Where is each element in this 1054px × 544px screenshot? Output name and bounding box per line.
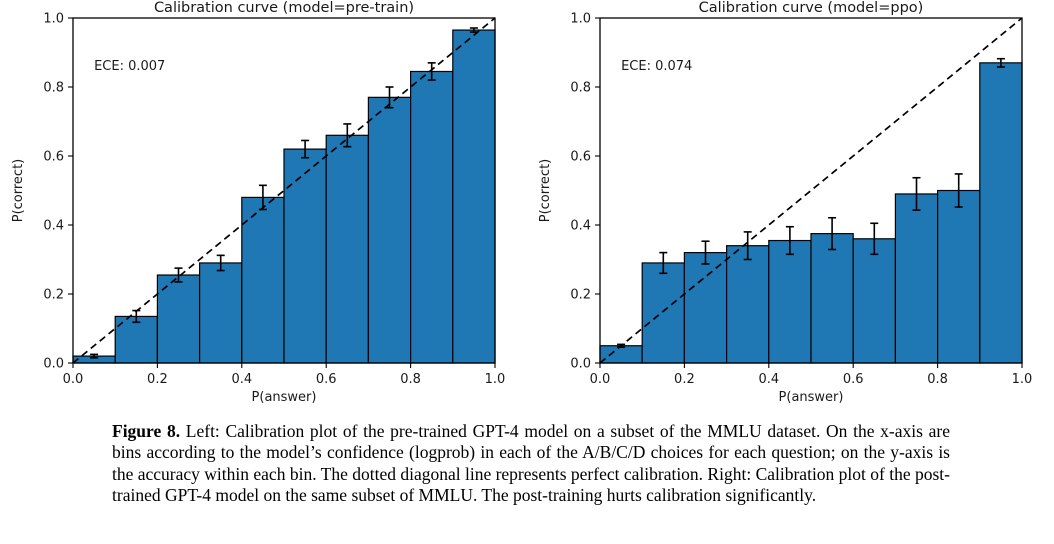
figure-charts-row: 0.0 0.2 0.4 0.6 0.8 1.0 0.0 0.2 0.4 0.6 0.8 1.0 Cali… bbox=[0, 0, 1054, 412]
y-tick-label: 0.2 bbox=[570, 288, 591, 303]
x-tick-label: 0.6 bbox=[843, 372, 864, 387]
y-tick-label: 0.2 bbox=[43, 288, 64, 303]
x-axis-label: P(answer) bbox=[252, 390, 317, 405]
calibration-bar bbox=[325, 134, 370, 364]
calibration-chart-pretrain-svg: 0.0 0.2 0.4 0.6 0.8 1.0 0.0 0.2 0.4 0.6 0.8 1.0 Cali… bbox=[11, 0, 506, 405]
x-tick-label: 0.2 bbox=[147, 372, 168, 387]
x-axis-label: P(answer) bbox=[779, 390, 844, 405]
error-bar bbox=[385, 86, 394, 109]
x-tick-label: 1.0 bbox=[1012, 372, 1033, 387]
y-tick-label: 0.0 bbox=[570, 357, 591, 372]
ece-annotation: ECE: 0.074 bbox=[621, 59, 692, 74]
error-bar bbox=[258, 184, 267, 211]
calibration-chart-pretrain: 0.0 0.2 0.4 0.6 0.8 1.0 0.0 0.2 0.4 0.6 0.8 1.0 Cali… bbox=[0, 0, 527, 412]
plot-frame bbox=[72, 17, 496, 364]
error-bar bbox=[132, 309, 141, 324]
x-tick-label: 0.4 bbox=[758, 372, 779, 387]
calibration-bar bbox=[937, 189, 981, 364]
y-tick-label: 0.4 bbox=[43, 219, 64, 234]
x-tick-label: 0.8 bbox=[400, 372, 421, 387]
error-bar bbox=[659, 251, 668, 275]
y-axis-label: P(correct) bbox=[538, 159, 553, 223]
error-bar bbox=[427, 62, 436, 81]
figure-caption: Figure 8. Left: Calibration plot of the … bbox=[112, 421, 950, 506]
y-tick-label: 0.6 bbox=[570, 150, 591, 165]
y-tick-label: 1.0 bbox=[43, 12, 64, 27]
perfect-calibration-line bbox=[599, 17, 1023, 364]
x-tick-label: 0.2 bbox=[674, 372, 695, 387]
x-tick-label: 0.0 bbox=[590, 372, 611, 387]
y-tick-label: 1.0 bbox=[570, 12, 591, 27]
calibration-bar bbox=[599, 345, 643, 364]
figure-caption-label: Figure 8. bbox=[112, 421, 181, 441]
x-tick-label: 0.0 bbox=[63, 372, 84, 387]
error-bar bbox=[343, 123, 352, 148]
error-bar bbox=[617, 343, 626, 348]
x-tick-label: 0.6 bbox=[316, 372, 337, 387]
calibration-bar bbox=[979, 62, 1023, 364]
error-bar bbox=[701, 240, 710, 265]
calibration-bar bbox=[810, 233, 854, 364]
calibration-bar bbox=[726, 245, 770, 364]
perfect-calibration-line bbox=[72, 17, 496, 364]
y-axis-label: P(correct) bbox=[11, 159, 26, 223]
error-bar bbox=[743, 231, 752, 261]
error-bar bbox=[828, 216, 837, 251]
y-tick-label: 0.6 bbox=[43, 150, 64, 165]
error-bar bbox=[216, 254, 225, 272]
y-tick-label: 0.0 bbox=[43, 357, 64, 372]
x-tick-label: 0.8 bbox=[927, 372, 948, 387]
calibration-bar bbox=[894, 193, 939, 364]
calibration-bar bbox=[452, 29, 496, 364]
calibration-bar bbox=[199, 262, 243, 364]
calibration-bar bbox=[641, 262, 685, 364]
error-bar bbox=[469, 27, 478, 33]
error-bar bbox=[870, 222, 879, 256]
plot-frame bbox=[599, 17, 1023, 364]
calibration-chart-ppo: 0.0 0.2 0.4 0.6 0.8 1.0 0.0 0.2 0.4 0.6 0.8 1.0 Cali… bbox=[527, 0, 1054, 412]
calibration-bar bbox=[852, 238, 897, 364]
y-tick-label: 0.8 bbox=[570, 81, 591, 96]
calibration-bar bbox=[367, 96, 412, 364]
calibration-bar bbox=[683, 252, 728, 364]
error-bar bbox=[996, 57, 1005, 68]
ece-annotation: ECE: 0.007 bbox=[94, 59, 165, 74]
x-tick-label: 0.4 bbox=[231, 372, 252, 387]
error-bar bbox=[301, 139, 310, 159]
chart-title: Calibration curve (model=pre-train) bbox=[154, 0, 414, 16]
x-tick-label: 1.0 bbox=[485, 372, 506, 387]
calibration-bar bbox=[241, 196, 285, 364]
error-bar bbox=[954, 173, 963, 208]
calibration-bar bbox=[283, 148, 327, 364]
error-bar bbox=[785, 225, 794, 256]
calibration-bar bbox=[410, 70, 454, 364]
error-bar bbox=[174, 267, 183, 283]
y-tick-label: 0.8 bbox=[43, 81, 64, 96]
error-bar bbox=[90, 353, 99, 359]
calibration-bar bbox=[768, 239, 812, 364]
chart-title: Calibration curve (model=ppo) bbox=[699, 0, 924, 16]
calibration-chart-ppo-svg: 0.0 0.2 0.4 0.6 0.8 1.0 0.0 0.2 0.4 0.6 0.8 1.0 Cali… bbox=[538, 0, 1033, 405]
figure-caption-text: Left: Calibration plot of the pre-traine… bbox=[112, 421, 950, 506]
y-tick-label: 0.4 bbox=[570, 219, 591, 234]
error-bar bbox=[912, 176, 921, 211]
